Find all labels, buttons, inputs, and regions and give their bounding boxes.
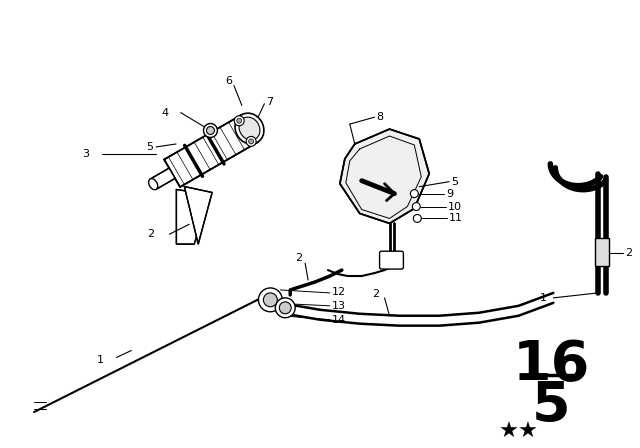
Polygon shape (177, 190, 209, 244)
Circle shape (259, 288, 282, 312)
Text: 8: 8 (376, 112, 384, 122)
Circle shape (413, 215, 421, 222)
Text: 7: 7 (266, 97, 273, 107)
Text: 10: 10 (448, 202, 462, 211)
FancyBboxPatch shape (380, 251, 403, 269)
FancyBboxPatch shape (595, 238, 609, 266)
Ellipse shape (239, 117, 260, 140)
Text: 4: 4 (162, 108, 169, 118)
Circle shape (207, 126, 214, 134)
Circle shape (234, 116, 244, 126)
Polygon shape (150, 168, 175, 190)
Text: 5: 5 (146, 142, 153, 152)
Text: 2: 2 (295, 253, 302, 263)
Text: 12: 12 (332, 287, 346, 297)
Text: 5: 5 (532, 379, 571, 433)
Text: 2: 2 (372, 289, 380, 299)
Circle shape (412, 202, 420, 211)
Circle shape (249, 139, 253, 144)
Polygon shape (164, 115, 257, 187)
Circle shape (204, 124, 218, 138)
Ellipse shape (148, 179, 157, 190)
Text: 5: 5 (451, 177, 458, 187)
Text: 2: 2 (625, 248, 632, 258)
Text: 1: 1 (97, 355, 104, 366)
Text: 2: 2 (147, 229, 154, 239)
Circle shape (410, 190, 419, 198)
Ellipse shape (235, 113, 264, 144)
Circle shape (264, 293, 277, 307)
Circle shape (275, 298, 295, 318)
Text: ★★: ★★ (499, 422, 539, 442)
Text: 16: 16 (513, 338, 590, 392)
Text: 6: 6 (225, 76, 232, 86)
Text: 9: 9 (446, 189, 453, 198)
Circle shape (246, 137, 256, 146)
Polygon shape (184, 186, 212, 244)
Polygon shape (340, 129, 429, 224)
Text: 3: 3 (83, 149, 90, 159)
Text: 1: 1 (540, 293, 547, 303)
Text: 14: 14 (332, 314, 346, 325)
Text: 13: 13 (332, 301, 346, 311)
Circle shape (279, 302, 291, 314)
Text: 11: 11 (449, 213, 463, 224)
Circle shape (237, 118, 242, 123)
